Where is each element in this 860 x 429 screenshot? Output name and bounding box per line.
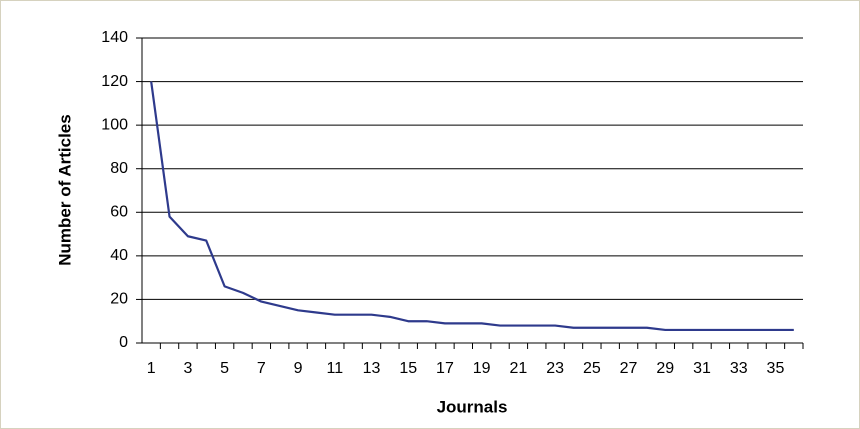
y-tick-label: 40: [110, 247, 128, 264]
y-tick-label: 120: [101, 73, 128, 90]
y-tick-label: 60: [110, 204, 128, 221]
x-tick-label: 31: [693, 360, 711, 377]
x-tick-label: 23: [546, 360, 564, 377]
x-tick-label: 13: [363, 360, 381, 377]
y-tick-label: 0: [119, 334, 128, 351]
x-tick-label: 33: [730, 360, 748, 377]
x-tick-label: 27: [620, 360, 638, 377]
x-tick-label: 9: [294, 360, 303, 377]
x-tick-label: 5: [220, 360, 229, 377]
x-tick-label: 1: [147, 360, 156, 377]
x-tick-label: 17: [436, 360, 454, 377]
x-tick-label: 19: [473, 360, 491, 377]
data-line: [150, 81, 794, 332]
y-axis-title: Number of Articles: [55, 114, 74, 265]
x-axis-title: Journals: [437, 397, 508, 416]
x-tick-label: 25: [583, 360, 601, 377]
y-tick-label: 80: [110, 160, 128, 177]
x-tick-label: 29: [656, 360, 674, 377]
y-tick-label: 20: [110, 291, 128, 308]
x-tick-label: 21: [510, 360, 528, 377]
x-tick-label: 7: [257, 360, 266, 377]
x-tick-label: 35: [767, 360, 785, 377]
x-tick-label: 11: [326, 360, 343, 377]
x-tick-label: 3: [183, 360, 192, 377]
y-tick-label: 140: [101, 29, 128, 46]
x-tick-label: 15: [399, 360, 417, 377]
y-tick-label: 100: [101, 116, 128, 133]
